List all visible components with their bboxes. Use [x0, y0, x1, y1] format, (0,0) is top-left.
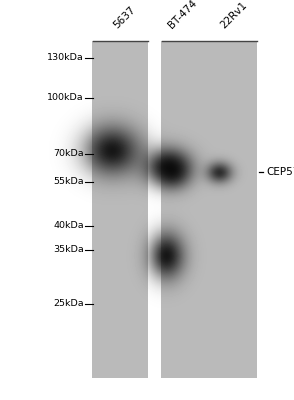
Text: 55kDa: 55kDa	[53, 178, 84, 186]
Text: BT-474: BT-474	[166, 0, 199, 30]
Text: 100kDa: 100kDa	[47, 94, 84, 102]
Text: 25kDa: 25kDa	[53, 300, 84, 308]
Text: 35kDa: 35kDa	[53, 246, 84, 254]
Text: 70kDa: 70kDa	[53, 150, 84, 158]
Text: 130kDa: 130kDa	[47, 54, 84, 62]
Text: 40kDa: 40kDa	[53, 222, 84, 230]
Text: CEP57L1: CEP57L1	[266, 167, 294, 177]
Text: 5637: 5637	[112, 4, 138, 30]
Text: 22Rv1: 22Rv1	[219, 0, 250, 30]
